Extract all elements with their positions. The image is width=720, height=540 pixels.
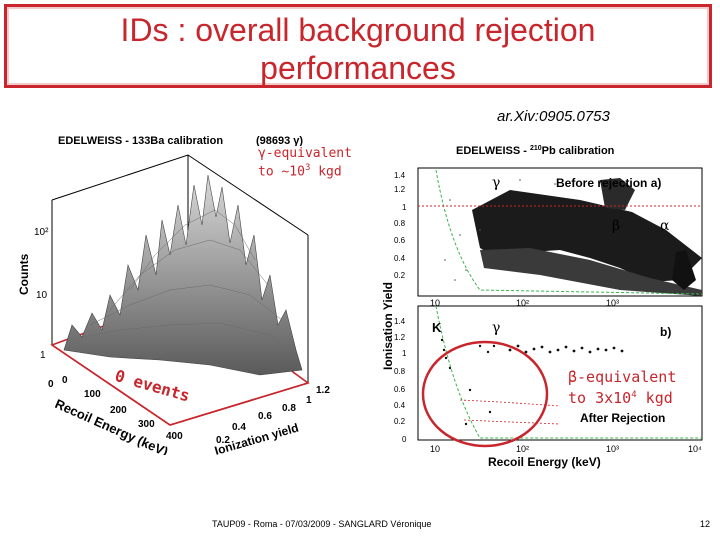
after-rejection-label: After Rejection — [580, 411, 665, 425]
bottom-y-tick-0.8: 0.8 — [394, 367, 406, 376]
z-tick-zero: 0 — [48, 379, 54, 390]
slide-title: IDs : overall background rejection perfo… — [7, 11, 709, 87]
gamma-note-exp: 3 — [304, 163, 311, 173]
bottom-y-tick-0.2: 0.2 — [394, 417, 406, 426]
before-rejection-label: Before rejection a) — [556, 176, 661, 190]
y-tick-0.2: 0.2 — [216, 435, 230, 446]
y-tick-1.2: 1.2 — [316, 385, 330, 396]
top-y-tick-0.2: 0.2 — [394, 271, 406, 280]
beta-equivalent-note: β-equivalent to 3x104 kgd — [568, 368, 677, 407]
beta-region-circle — [421, 340, 549, 448]
bottom-y-tick-1.2: 1.2 — [394, 333, 406, 342]
slide-title-box: IDs : overall background rejection perfo… — [4, 4, 712, 88]
bottom-x-tick-1000: 10³ — [606, 444, 619, 454]
top-green-guide — [435, 169, 703, 295]
x-tick-0: 0 — [62, 375, 68, 386]
bottom-x-tick-100: 10² — [516, 444, 529, 454]
arxiv-reference: ar.Xiv:0905.0753 — [497, 108, 610, 125]
bottom-y-tick-1.4: 1.4 — [394, 317, 406, 326]
y-tick-0.8: 0.8 — [282, 403, 296, 414]
left-plot-title: EDELWEISS - 133Ba calibration — [58, 135, 223, 147]
top-panel-sparse — [444, 179, 556, 281]
z-tick-1: 1 — [40, 350, 46, 361]
beta-note-exp: 4 — [631, 390, 637, 400]
bottom-y-tick-0.6: 0.6 — [394, 385, 406, 394]
gamma-label: γ — [492, 175, 500, 191]
bottom-y-tick-0.4: 0.4 — [394, 401, 406, 410]
beta-note-line-2: to 3x10 — [568, 389, 632, 407]
page-number: 12 — [700, 519, 711, 529]
right-yield-plot: EDELWEISS - 210Pb calibration Before rej… — [381, 145, 703, 469]
bottom-x-tick-10000: 10⁴ — [688, 444, 702, 454]
top-y-tick-1: 1 — [402, 203, 407, 212]
svg-text:EDELWEISS - 210Pb calibration: EDELWEISS - 210Pb calibration — [456, 145, 615, 157]
surface-mesh — [73, 209, 299, 358]
gamma-note-line-2: to ~10 — [258, 164, 305, 180]
bottom-x-ticks: 10 10² 10³ 10⁴ — [430, 444, 702, 454]
right-y-axis-label: Ionisation Yield — [381, 282, 395, 370]
x-tick-300: 300 — [138, 419, 155, 430]
bottom-x-tick-10: 10 — [430, 444, 440, 454]
y-tick-0.4: 0.4 — [232, 422, 246, 433]
top-x-tick-100: 10² — [516, 298, 529, 308]
top-y-tick-0.6: 0.6 — [394, 236, 406, 245]
bottom-y-tick-0: 0 — [402, 435, 407, 444]
top-y-tick-0.8: 0.8 — [394, 219, 406, 228]
top-y-tick-0.4: 0.4 — [394, 254, 406, 263]
beta-label: β — [612, 218, 620, 234]
top-x-ticks: 10 10² 10³ — [430, 298, 619, 308]
gamma-surface — [63, 174, 303, 376]
gamma-note-suffix: kgd — [310, 164, 342, 180]
top-x-tick-1000: 10³ — [606, 298, 619, 308]
gamma-note-line-1: γ-equivalent — [258, 146, 352, 161]
left-3d-plot: EDELWEISS - 133Ba calibration (98693 γ) … — [17, 135, 330, 455]
bottom-red-line — [459, 399, 561, 407]
beta-note-suffix: kgd — [636, 389, 673, 407]
gamma-equivalent-note: γ-equivalent to ~103 kgd — [258, 146, 352, 180]
bottom-green-guide — [435, 305, 702, 439]
right-title-suffix: Pb calibration — [542, 145, 615, 157]
right-title-prefix: EDELWEISS - — [456, 145, 530, 157]
gamma-label-b: γ — [492, 320, 500, 336]
z-tick-10: 10 — [36, 290, 48, 301]
right-x-axis-label: Recoil Energy (keV) — [488, 455, 601, 469]
top-panel-scatter — [472, 178, 702, 296]
x-tick-400: 400 — [166, 431, 183, 442]
bottom-y-ticks: 1.4 1.2 1 0.8 0.6 0.4 0.2 0 — [394, 317, 407, 444]
title-line-1: IDs : overall background rejection — [120, 12, 596, 48]
title-line-2: performances — [260, 50, 456, 86]
alpha-label: α — [660, 218, 670, 234]
top-x-tick-10: 10 — [430, 298, 440, 308]
y-tick-1: 1 — [306, 395, 312, 406]
bottom-y-tick-1: 1 — [402, 349, 407, 358]
beta-note-line-1: β-equivalent — [568, 368, 677, 386]
top-y-tick-1.4: 1.4 — [394, 171, 406, 180]
y-tick-0.6: 0.6 — [258, 411, 272, 422]
panel-b-label: b) — [660, 325, 671, 339]
top-y-tick-1.2: 1.2 — [394, 185, 406, 194]
k-label: K — [432, 320, 442, 335]
x-tick-200: 200 — [110, 405, 127, 416]
right-title-sup: 210 — [530, 145, 542, 152]
x-tick-100: 100 — [84, 389, 101, 400]
bottom-panel-points — [440, 338, 624, 426]
slide-footer: TAUP09 - Roma - 07/03/2009 - SANGLARD Vé… — [212, 519, 432, 529]
top-y-ticks: 1.4 1.2 1 0.8 0.6 0.4 0.2 — [394, 171, 407, 280]
z-axis-label: Counts — [17, 253, 31, 295]
z-tick-100: 10² — [34, 227, 49, 238]
left-plot-event-count: (98693 γ) — [256, 135, 303, 147]
